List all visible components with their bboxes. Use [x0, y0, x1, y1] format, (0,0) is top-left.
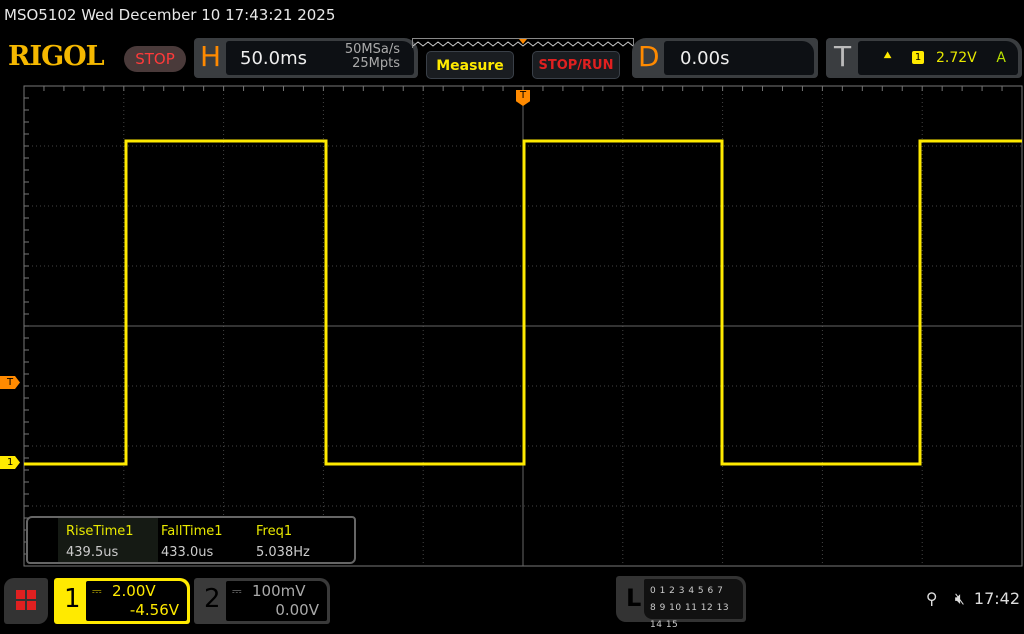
overview-wave [413, 41, 633, 47]
run-state-badge[interactable]: STOP [124, 46, 186, 72]
memory-depth: 25Mpts [352, 56, 400, 71]
dc-coupling-icon: ⎓ [232, 584, 242, 598]
rigol-logo: RIGOL [8, 41, 105, 72]
measurement-value: 439.5us [66, 545, 119, 560]
horizontal-panel[interactable]: H 50.0ms 50MSa/s 25Mpts [194, 38, 418, 78]
timebase-value: 50.0ms [240, 48, 307, 69]
clock: 17:42 [973, 589, 1020, 608]
delay-panel[interactable]: D 0.00s [632, 38, 818, 78]
channel2-offset: 0.00V [275, 601, 319, 619]
trigger-mode: A [996, 50, 1006, 66]
sample-info: 50MSa/s 25Mpts [345, 43, 400, 71]
measurement-label: FallTime1 [161, 524, 223, 539]
logic-panel[interactable]: L 0 1 2 3 4 5 6 7 8 9 10 11 12 13 14 15 [616, 576, 746, 630]
rising-edge-icon: ⯅ [882, 48, 894, 64]
main-menu-button[interactable] [4, 578, 48, 624]
measure-button[interactable]: Measure [426, 51, 514, 79]
horizontal-label: H [200, 40, 222, 73]
channel1-panel[interactable]: 1 2.00V ⎓ -4.56V [54, 578, 190, 624]
trigger-source: 1 [912, 51, 924, 64]
usb-icon: ⚲ [925, 589, 938, 608]
channel1-scale: 2.00V [112, 582, 156, 600]
window-title: MSO5102 Wed December 10 17:43:21 2025 [4, 6, 336, 24]
logic-channels-row1: 0 1 2 3 4 5 6 7 [650, 586, 724, 596]
delay-label: D [638, 40, 660, 73]
measurement-label: Freq1 [256, 524, 293, 539]
menu-grid-icon [16, 590, 36, 610]
logic-channels-row2: 8 9 10 11 12 13 14 15 [650, 603, 730, 630]
waveform-overview-strip [412, 38, 634, 48]
channel1-offset: -4.56V [129, 601, 179, 619]
channel1-offset-marker[interactable]: 1 [0, 456, 20, 469]
delay-value: 0.00s [680, 48, 730, 69]
trigger-panel[interactable]: T ⯅ 1 2.72V A [826, 38, 1022, 78]
status-bar: ⚲ 🔇︎ 17:42 [926, 589, 1020, 609]
trigger-position-marker[interactable]: T [516, 90, 530, 106]
channel2-scale: 100mV [252, 582, 306, 600]
trigger-level-marker[interactable]: T [0, 376, 20, 389]
measurement-panel: RiseTime1 439.5us FallTime1 433.0us Freq… [26, 516, 356, 564]
measurement-value: 433.0us [161, 545, 214, 560]
speaker-muted-icon[interactable]: 🔇︎ [954, 589, 965, 608]
measurement-label: RiseTime1 [66, 524, 134, 539]
trigger-label: T [834, 40, 852, 73]
channel1-trace [24, 139, 1022, 466]
channel2-panel[interactable]: 2 100mV ⎓ 0.00V [194, 578, 330, 624]
sample-rate: 50MSa/s [344, 42, 400, 57]
trigger-position-icon [519, 39, 527, 44]
dc-coupling-icon: ⎓ [92, 584, 102, 598]
measurement-value: 5.038Hz [256, 545, 310, 560]
logic-label: L [626, 584, 642, 612]
trigger-level: 2.72V [936, 50, 977, 66]
stop-run-button[interactable]: STOP/RUN [532, 51, 620, 79]
channel1-number: 1 [64, 584, 81, 614]
channel2-number: 2 [204, 584, 221, 614]
